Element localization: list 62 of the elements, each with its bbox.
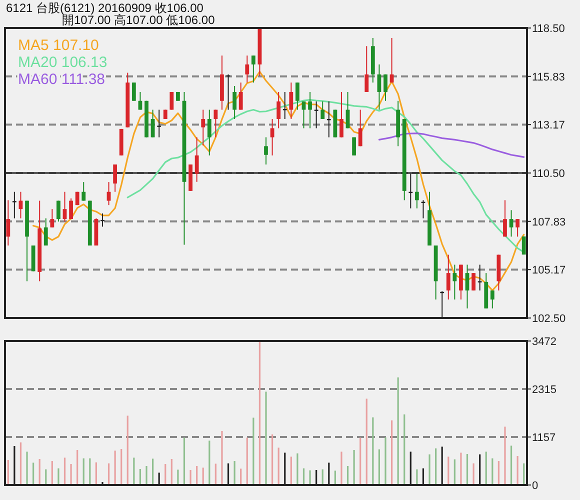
candlestick <box>251 55 256 84</box>
candlestick <box>503 200 507 238</box>
candlestick <box>6 200 10 246</box>
candlestick <box>150 109 155 138</box>
candlestick <box>295 82 300 110</box>
candlestick <box>232 86 237 120</box>
chart-title: 6121 台股(6121) 20160909 收106.00 <box>6 1 204 15</box>
candlestick <box>276 91 281 129</box>
y-tick-label: 107.83 <box>532 216 566 228</box>
candlestick <box>516 218 520 238</box>
candlestick <box>270 118 274 156</box>
y-tick-label: 110.50 <box>532 168 565 180</box>
text: MA20 106.13 <box>18 54 108 71</box>
candlestick <box>56 200 60 222</box>
chart-subtitle: 開107.00 高107.00 低106.00 <box>62 13 216 27</box>
text: MA5 107.10 <box>18 37 99 54</box>
candlestick <box>194 136 199 182</box>
line-series <box>378 132 525 158</box>
y-tick-label: 102.50 <box>532 313 566 325</box>
y-tick-label: 2315 <box>532 384 556 396</box>
candlestick <box>238 82 243 110</box>
candlestick <box>264 136 268 165</box>
candlestick <box>289 82 294 120</box>
candlestick <box>163 109 168 120</box>
candlestick <box>472 272 476 291</box>
y-tick-label: 0 <box>532 480 538 492</box>
candlestick <box>62 191 67 222</box>
y-tick-label: 1157 <box>532 432 556 444</box>
candlestick <box>12 191 16 219</box>
candlestick <box>358 109 362 147</box>
candlestick <box>157 109 162 138</box>
candlestick <box>478 264 482 291</box>
y-tick-label: 105.17 <box>532 264 566 277</box>
candlestick <box>364 46 369 92</box>
candlestick <box>69 198 73 220</box>
candlestick <box>207 109 212 156</box>
y-tick-label: 113.17 <box>532 120 565 132</box>
candlestick <box>201 109 206 146</box>
candlestick <box>314 100 318 129</box>
y-tick-label: 118.50 <box>532 23 565 35</box>
y-tick-label: 115.83 <box>532 71 565 84</box>
candlestick <box>245 55 250 84</box>
candlestick <box>384 74 388 102</box>
candlestick <box>50 208 54 228</box>
candlestick <box>446 254 450 300</box>
candlestick <box>465 264 470 309</box>
candlestick <box>320 100 325 120</box>
candlestick <box>352 136 356 156</box>
candlestick <box>490 290 494 309</box>
candlestick <box>340 91 344 138</box>
y-tick-label: 3472 <box>532 336 556 348</box>
candlestick <box>82 182 86 202</box>
candlestick <box>18 191 23 219</box>
candlestick <box>132 82 136 102</box>
candlestick <box>452 264 457 300</box>
candlestick <box>113 164 118 192</box>
candlestick <box>308 91 312 129</box>
candlestick <box>44 218 48 246</box>
candlestick <box>414 173 419 209</box>
candlestick <box>346 91 350 129</box>
candlestick <box>509 210 514 238</box>
candlestick <box>214 109 218 138</box>
